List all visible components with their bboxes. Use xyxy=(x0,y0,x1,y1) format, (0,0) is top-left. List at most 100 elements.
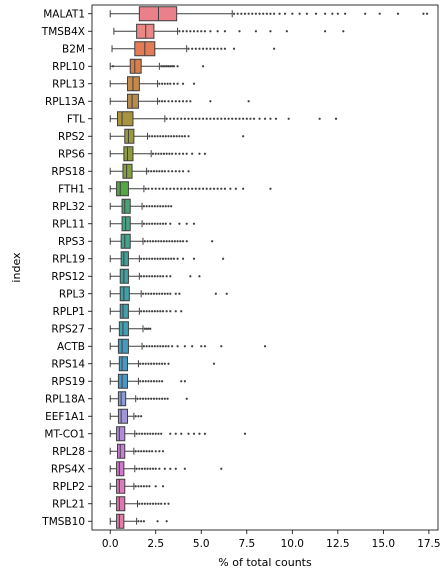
outlier-point xyxy=(154,187,157,190)
box-malat1 xyxy=(109,6,429,22)
outlier-point xyxy=(214,292,217,295)
outlier-point xyxy=(156,222,159,225)
outlier-point xyxy=(223,117,227,120)
x-axis-label: % of total counts xyxy=(218,556,312,569)
outlier-point xyxy=(153,257,156,260)
outlier-point xyxy=(201,65,205,68)
outlier-point xyxy=(176,240,179,243)
outlier-point xyxy=(150,450,154,453)
box-rpl3 xyxy=(109,286,228,302)
y-tick-label: ACTB xyxy=(57,341,85,353)
outlier-point xyxy=(150,380,153,383)
outlier-point xyxy=(191,47,194,50)
box-rpl13a xyxy=(109,93,250,109)
outlier-point xyxy=(153,222,156,225)
outlier-point xyxy=(243,432,247,435)
outlier-point xyxy=(140,520,143,523)
outlier-point xyxy=(161,205,165,208)
y-tick-label: B2M xyxy=(62,44,85,56)
outlier-point xyxy=(185,100,188,103)
outlier-point xyxy=(189,275,192,278)
outlier-point xyxy=(180,187,183,190)
outlier-point xyxy=(258,117,261,120)
outlier-point xyxy=(151,240,155,243)
outlier-point xyxy=(156,205,159,208)
outlier-point xyxy=(165,152,168,155)
outlier-point xyxy=(183,380,186,383)
outlier-point xyxy=(231,117,234,120)
outlier-point xyxy=(171,152,174,155)
outlier-point xyxy=(189,100,192,103)
outlier-point xyxy=(147,170,150,173)
outlier-point xyxy=(161,380,164,383)
outlier-point xyxy=(334,117,338,120)
outlier-point xyxy=(144,292,147,295)
x-tick-label: 5.0 xyxy=(193,538,210,550)
outlier-point xyxy=(161,362,164,365)
outlier-point xyxy=(247,100,250,103)
outlier-point xyxy=(178,135,181,138)
outlier-point xyxy=(232,47,236,50)
outlier-point xyxy=(151,502,155,505)
outlier-point xyxy=(148,310,151,313)
box-body xyxy=(129,58,142,74)
outlier-point xyxy=(323,12,327,15)
outlier-point xyxy=(158,82,161,85)
outlier-point xyxy=(152,380,156,383)
outlier-point xyxy=(172,65,176,68)
outlier-point xyxy=(232,12,236,15)
y-tick-label: RPS14 xyxy=(51,359,85,371)
outlier-point xyxy=(153,135,156,138)
outlier-point xyxy=(211,240,214,243)
outlier-point xyxy=(262,12,265,15)
outlier-point xyxy=(209,117,212,120)
outlier-point xyxy=(247,12,250,15)
outlier-point xyxy=(176,65,179,68)
outlier-point xyxy=(165,310,168,313)
outlier-point xyxy=(147,187,150,190)
outlier-point xyxy=(169,467,172,470)
outlier-point xyxy=(142,485,145,488)
outlier-point xyxy=(251,12,254,15)
outlier-point xyxy=(150,187,154,190)
outlier-point xyxy=(155,397,158,400)
outlier-point xyxy=(158,292,161,295)
y-tick-label: RPL10 xyxy=(52,61,85,73)
outlier-point xyxy=(187,170,190,173)
outlier-point xyxy=(160,432,163,435)
outlier-point xyxy=(158,450,161,453)
outlier-point xyxy=(178,152,181,155)
x-tick-label: 2.5 xyxy=(147,538,164,550)
outlier-point xyxy=(169,65,172,68)
box-b2m xyxy=(111,41,276,57)
outlier-point xyxy=(252,117,256,120)
outlier-point xyxy=(142,345,145,348)
outlier-point xyxy=(238,30,241,33)
outlier-point xyxy=(314,12,318,15)
box-rpl18a xyxy=(109,391,188,407)
outlier-point xyxy=(140,257,143,260)
outlier-point xyxy=(171,100,174,103)
y-tick-label: RPLP1 xyxy=(53,306,86,318)
outlier-point xyxy=(163,100,166,103)
y-tick-label: RPL21 xyxy=(52,499,85,511)
outlier-point xyxy=(161,82,164,85)
outlier-point xyxy=(147,362,150,365)
outlier-point xyxy=(212,362,216,365)
outlier-point xyxy=(163,82,166,85)
outlier-point xyxy=(167,362,170,365)
outlier-point xyxy=(169,187,172,190)
outlier-point xyxy=(225,292,228,295)
x-tick-label: 7.5 xyxy=(238,538,255,550)
y-tick-label: RPLP2 xyxy=(53,481,86,493)
box-fth1 xyxy=(109,181,272,197)
outlier-point xyxy=(160,502,163,505)
outlier-point xyxy=(203,152,207,155)
outlier-point xyxy=(364,12,367,15)
outlier-point xyxy=(174,292,177,295)
outlier-point xyxy=(155,292,158,295)
y-tick-label: RPS3 xyxy=(58,236,85,248)
outlier-point xyxy=(181,30,185,33)
outlier-point xyxy=(323,30,327,33)
outlier-point xyxy=(378,12,381,15)
